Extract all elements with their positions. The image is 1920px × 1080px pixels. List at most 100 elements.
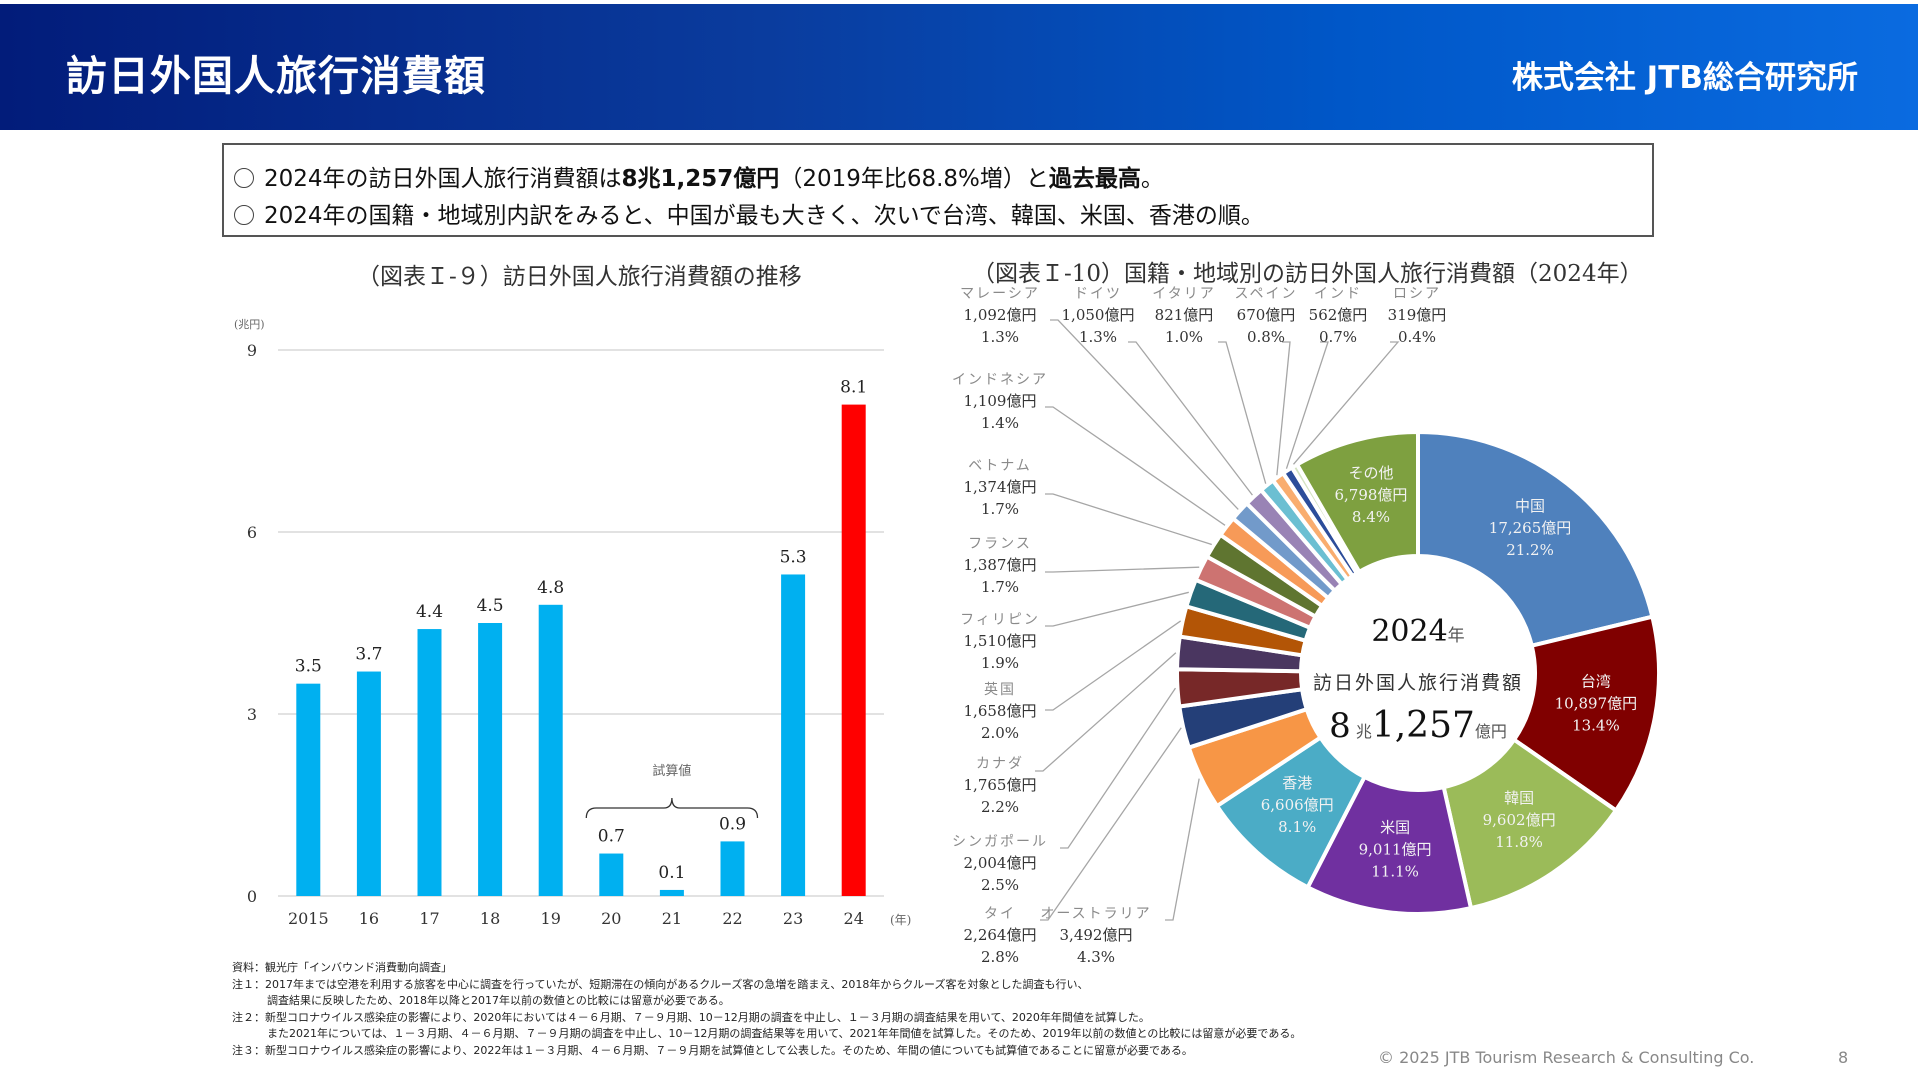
slice-amount: 6,606億円	[1261, 796, 1334, 814]
slice-label-フィリピン: フィリピン 1,510億円 1.9%	[960, 612, 1038, 672]
x-tick-label: 16	[359, 909, 379, 928]
slice-amount: 821億円	[1155, 306, 1214, 324]
slice-pct: 0.4%	[1398, 328, 1436, 346]
estimate-bracket	[585, 797, 759, 819]
x-tick-label: 18	[480, 909, 500, 928]
slice-amount: 9,011億円	[1359, 841, 1432, 859]
bar-chart: (兆円) 0 3 6 9 3.5 2015 3.7 16 4.4 17 4.5 18 4.8 19 0.7 20…	[234, 318, 911, 928]
summary-line-1: 2024年の訪日外国人旅行消費額は8兆1,257億円（2019年比68.8%増）…	[234, 159, 1164, 193]
note-2: 注２：新型コロナウイルス感染症の影響により、2020年においては４－６月期、７－…	[232, 1010, 1150, 1024]
y-tick-label: 0	[247, 887, 257, 906]
summary-line-2: 2024年の国籍・地域別内訳をみると、中国が最も大きく、次いで台湾、韓国、米国、…	[234, 196, 1264, 230]
slide-header: 訪日外国人旅行消費額 株式会社 JTB総合研究所	[0, 4, 1918, 130]
x-tick-label: 23	[783, 909, 803, 928]
slice-amount: 6,798億円	[1334, 486, 1407, 504]
bar-16	[356, 671, 381, 896]
bar-value-label: 4.4	[416, 602, 443, 622]
summary-highlight-amount: 8兆1,257億円	[621, 166, 780, 192]
slice-pct: 2.8%	[981, 948, 1019, 966]
slice-pct: 2.5%	[981, 876, 1019, 894]
bar-17	[417, 629, 442, 896]
bar-value-label: 4.5	[477, 596, 504, 616]
slice-name: カナダ	[976, 756, 1024, 772]
slice-amount: 2,004億円	[964, 854, 1037, 872]
center-total: 8 兆1,257億円	[1329, 705, 1507, 746]
notes: 資料：観光庁「インバウンド消費動向調査」 注１：2017年までは空港を利用する旅…	[232, 960, 1301, 1059]
slice-label-米国: 米国 9,011億円 11.1%	[1359, 819, 1432, 881]
y-tick-label: 3	[247, 705, 257, 724]
donut-chart: 中国 17,265億円 21.2% 台湾 10,897億円 13.4% 韓国 9,602億円 1…	[952, 286, 1661, 966]
slice-amount: 1,109億円	[964, 392, 1037, 410]
leader-line	[1045, 566, 1200, 573]
slice-name: ロシア	[1393, 286, 1441, 302]
slice-amount: 319億円	[1388, 306, 1447, 324]
x-axis-unit: (年)	[890, 913, 911, 927]
slice-amount: 10,897億円	[1555, 694, 1638, 712]
bar-21	[659, 889, 684, 896]
slice-label-マレーシア: マレーシア 1,092億円 1.3%	[960, 286, 1040, 346]
slice-amount: 1,092億円	[964, 306, 1037, 324]
bar-value-label: 4.8	[537, 578, 564, 598]
slice-amount: 1,658億円	[964, 702, 1037, 720]
bar-value-label: 3.5	[295, 657, 322, 677]
slice-name: 英国	[984, 681, 1016, 698]
slice-amount: 1,510億円	[964, 632, 1037, 650]
slice-label-シンガポール: シンガポール 2,004億円 2.5%	[952, 834, 1048, 894]
slice-label-その他: その他 6,798億円 8.4%	[1334, 464, 1407, 526]
slice-label-ロシア: ロシア 319億円 0.4%	[1388, 286, 1447, 346]
slice-name: マレーシア	[960, 286, 1040, 302]
donut-slice-1	[1511, 614, 1661, 814]
leader-line	[1165, 778, 1200, 921]
slice-label-オーストラリア: オーストラリア 3,492億円 4.3%	[1040, 906, 1151, 966]
leader-line	[1045, 493, 1212, 546]
slice-pct: 4.3%	[1077, 948, 1115, 966]
slice-pct: 1.3%	[981, 328, 1019, 346]
summary-text: 2024年の国籍・地域別内訳をみると、中国が最も大きく、次いで台湾、韓国、米国、…	[264, 203, 1264, 229]
slice-pct: 1.9%	[981, 654, 1019, 672]
leader-line	[1218, 341, 1267, 484]
slice-amount: 1,765億円	[964, 776, 1037, 794]
slice-label-インドネシア: インドネシア 1,109億円 1.4%	[952, 372, 1048, 432]
slide-title: 訪日外国人旅行消費額	[66, 52, 486, 100]
slice-name: 香港	[1282, 774, 1312, 792]
y-tick-label: 6	[247, 523, 257, 542]
company-logo: 株式会社 JTB総合研究所	[1511, 60, 1858, 96]
slice-label-英国: 英国 1,658億円 2.0%	[964, 681, 1037, 742]
bar-value-label: 0.1	[658, 863, 685, 883]
circle-bullet-icon	[234, 168, 254, 188]
summary-box: 2024年の訪日外国人旅行消費額は8兆1,257億円（2019年比68.8%増）…	[222, 143, 1654, 237]
slice-pct: 2.2%	[981, 798, 1019, 816]
leader-line	[1045, 406, 1226, 526]
leader-line	[1292, 341, 1400, 465]
copyright: © 2025 JTB Tourism Research & Consulting…	[1378, 1048, 1755, 1067]
center-year: 2024年	[1371, 614, 1464, 649]
bar-value-label: 5.3	[780, 547, 807, 567]
slice-label-タイ: タイ 2,264億円 2.8%	[964, 906, 1037, 966]
slice-pct: 1.0%	[1165, 328, 1203, 346]
bar-19	[538, 604, 563, 896]
slice-amount: 670億円	[1237, 306, 1296, 324]
leader-line	[1060, 687, 1177, 849]
x-tick-label: 17	[419, 909, 439, 928]
slice-name: ベトナム	[968, 458, 1032, 474]
bar-22	[720, 841, 745, 896]
slice-pct: 1.7%	[981, 578, 1019, 596]
summary-text: （2019年比68.8%増）と	[779, 166, 1049, 192]
slice-label-イタリア: イタリア 821億円 1.0%	[1152, 286, 1214, 346]
slice-name: タイ	[984, 906, 1016, 922]
slice-name: 韓国	[1504, 789, 1534, 807]
slice-pct: 0.8%	[1247, 328, 1285, 346]
leader-line	[1035, 652, 1177, 772]
slice-pct: 8.4%	[1352, 508, 1390, 526]
x-tick-label: 22	[722, 909, 742, 928]
donut-slice-0	[1416, 429, 1655, 649]
slice-name: インドネシア	[952, 372, 1048, 388]
summary-text: 2024年の訪日外国人旅行消費額は	[264, 166, 622, 192]
circle-bullet-icon	[234, 205, 254, 225]
slice-pct: 2.0%	[981, 724, 1019, 742]
slice-name: オーストラリア	[1040, 906, 1151, 922]
slice-amount: 1,050億円	[1062, 306, 1135, 324]
slice-name: シンガポール	[952, 834, 1048, 850]
slice-name: 米国	[1380, 819, 1410, 837]
note-2-cont: また2021年については、１－３月期、４－６月期、７－９月期の調査を中止し、10…	[267, 1027, 1302, 1040]
